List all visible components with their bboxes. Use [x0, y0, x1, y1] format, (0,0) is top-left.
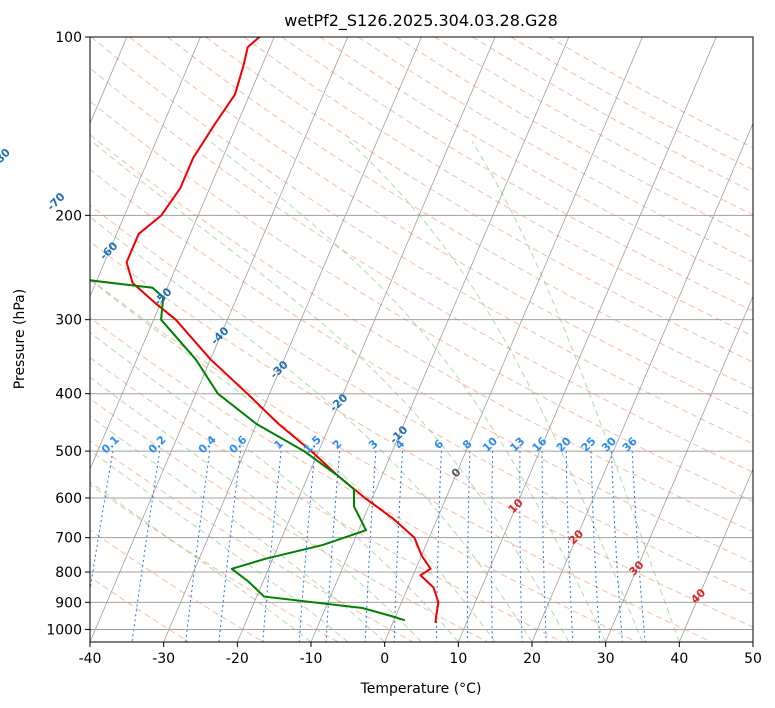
- dry-adiabat: [90, 241, 753, 628]
- isotherm-line: [236, 37, 496, 642]
- plot-lines: [90, 37, 753, 642]
- isotherm-line: [457, 37, 717, 642]
- isotherm-line: [90, 37, 275, 471]
- isotherm-line: [752, 640, 753, 642]
- dry-adiabat: [90, 356, 563, 642]
- isobar-lines: [90, 37, 753, 630]
- plot-frame: [89, 36, 754, 643]
- x-tick-label: 10: [449, 651, 467, 667]
- chart-title: wetPf2_S126.2025.304.03.28.G28: [284, 11, 558, 31]
- x-tick-label: 30: [597, 651, 615, 667]
- y-tick-label: 1000: [46, 622, 82, 638]
- isotherm-label: -80: [0, 146, 13, 169]
- dry-adiabat: [90, 576, 190, 642]
- dry-adiabat: [90, 317, 638, 642]
- x-tick-label: -20: [226, 651, 249, 667]
- x-tick-label: 0: [380, 651, 389, 667]
- isotherm-line: [163, 37, 422, 642]
- x-tick-label: 20: [523, 651, 541, 667]
- dry-adiabat: [90, 100, 753, 503]
- y-tick-label: 200: [55, 208, 82, 224]
- y-tick-label: 700: [55, 531, 82, 547]
- isotherm-lines: [90, 37, 753, 642]
- sounding-series: [90, 37, 440, 624]
- dewpoint-line: [90, 279, 406, 622]
- dry-adiabat: [90, 168, 753, 564]
- y-tick-label: 600: [55, 491, 82, 507]
- x-tick-label: 40: [670, 651, 688, 667]
- x-axis: -40 -30 -20 -10 0 10 20 30 40 50: [79, 642, 762, 667]
- x-axis-title: Temperature (°C): [360, 681, 482, 697]
- dry-adiabat: [90, 397, 488, 642]
- dry-adiabat: [90, 134, 753, 533]
- y-tick-label: 100: [55, 30, 82, 46]
- plot-area: [90, 37, 753, 642]
- isotherm-line: [605, 295, 753, 642]
- temperature-line: [125, 37, 440, 624]
- isotherm-line: [310, 37, 570, 642]
- dry-adiabat: [90, 484, 339, 642]
- plot-background: [90, 37, 753, 642]
- x-tick-label: -30: [152, 651, 175, 667]
- isotherm-line: [90, 37, 349, 642]
- x-tick-label: -40: [79, 651, 102, 667]
- isotherm-line: [384, 37, 643, 642]
- dry-adiabat: [90, 204, 753, 595]
- y-axis-title: Pressure (hPa): [12, 289, 28, 389]
- isotherm-line: [678, 468, 753, 642]
- x-tick-label: -10: [300, 651, 323, 667]
- y-tick-label: 400: [55, 387, 82, 403]
- isotherm-line: [90, 37, 201, 298]
- y-tick-label: 800: [55, 565, 82, 581]
- y-tick-label: 300: [55, 313, 82, 329]
- isotherm-line: [531, 122, 753, 642]
- y-tick-label: 900: [55, 595, 82, 611]
- y-tick-label: 500: [55, 444, 82, 460]
- y-axis: 100 200 300 400 500 600 700 800 900 1000: [46, 30, 90, 638]
- x-tick-label: 50: [744, 651, 762, 667]
